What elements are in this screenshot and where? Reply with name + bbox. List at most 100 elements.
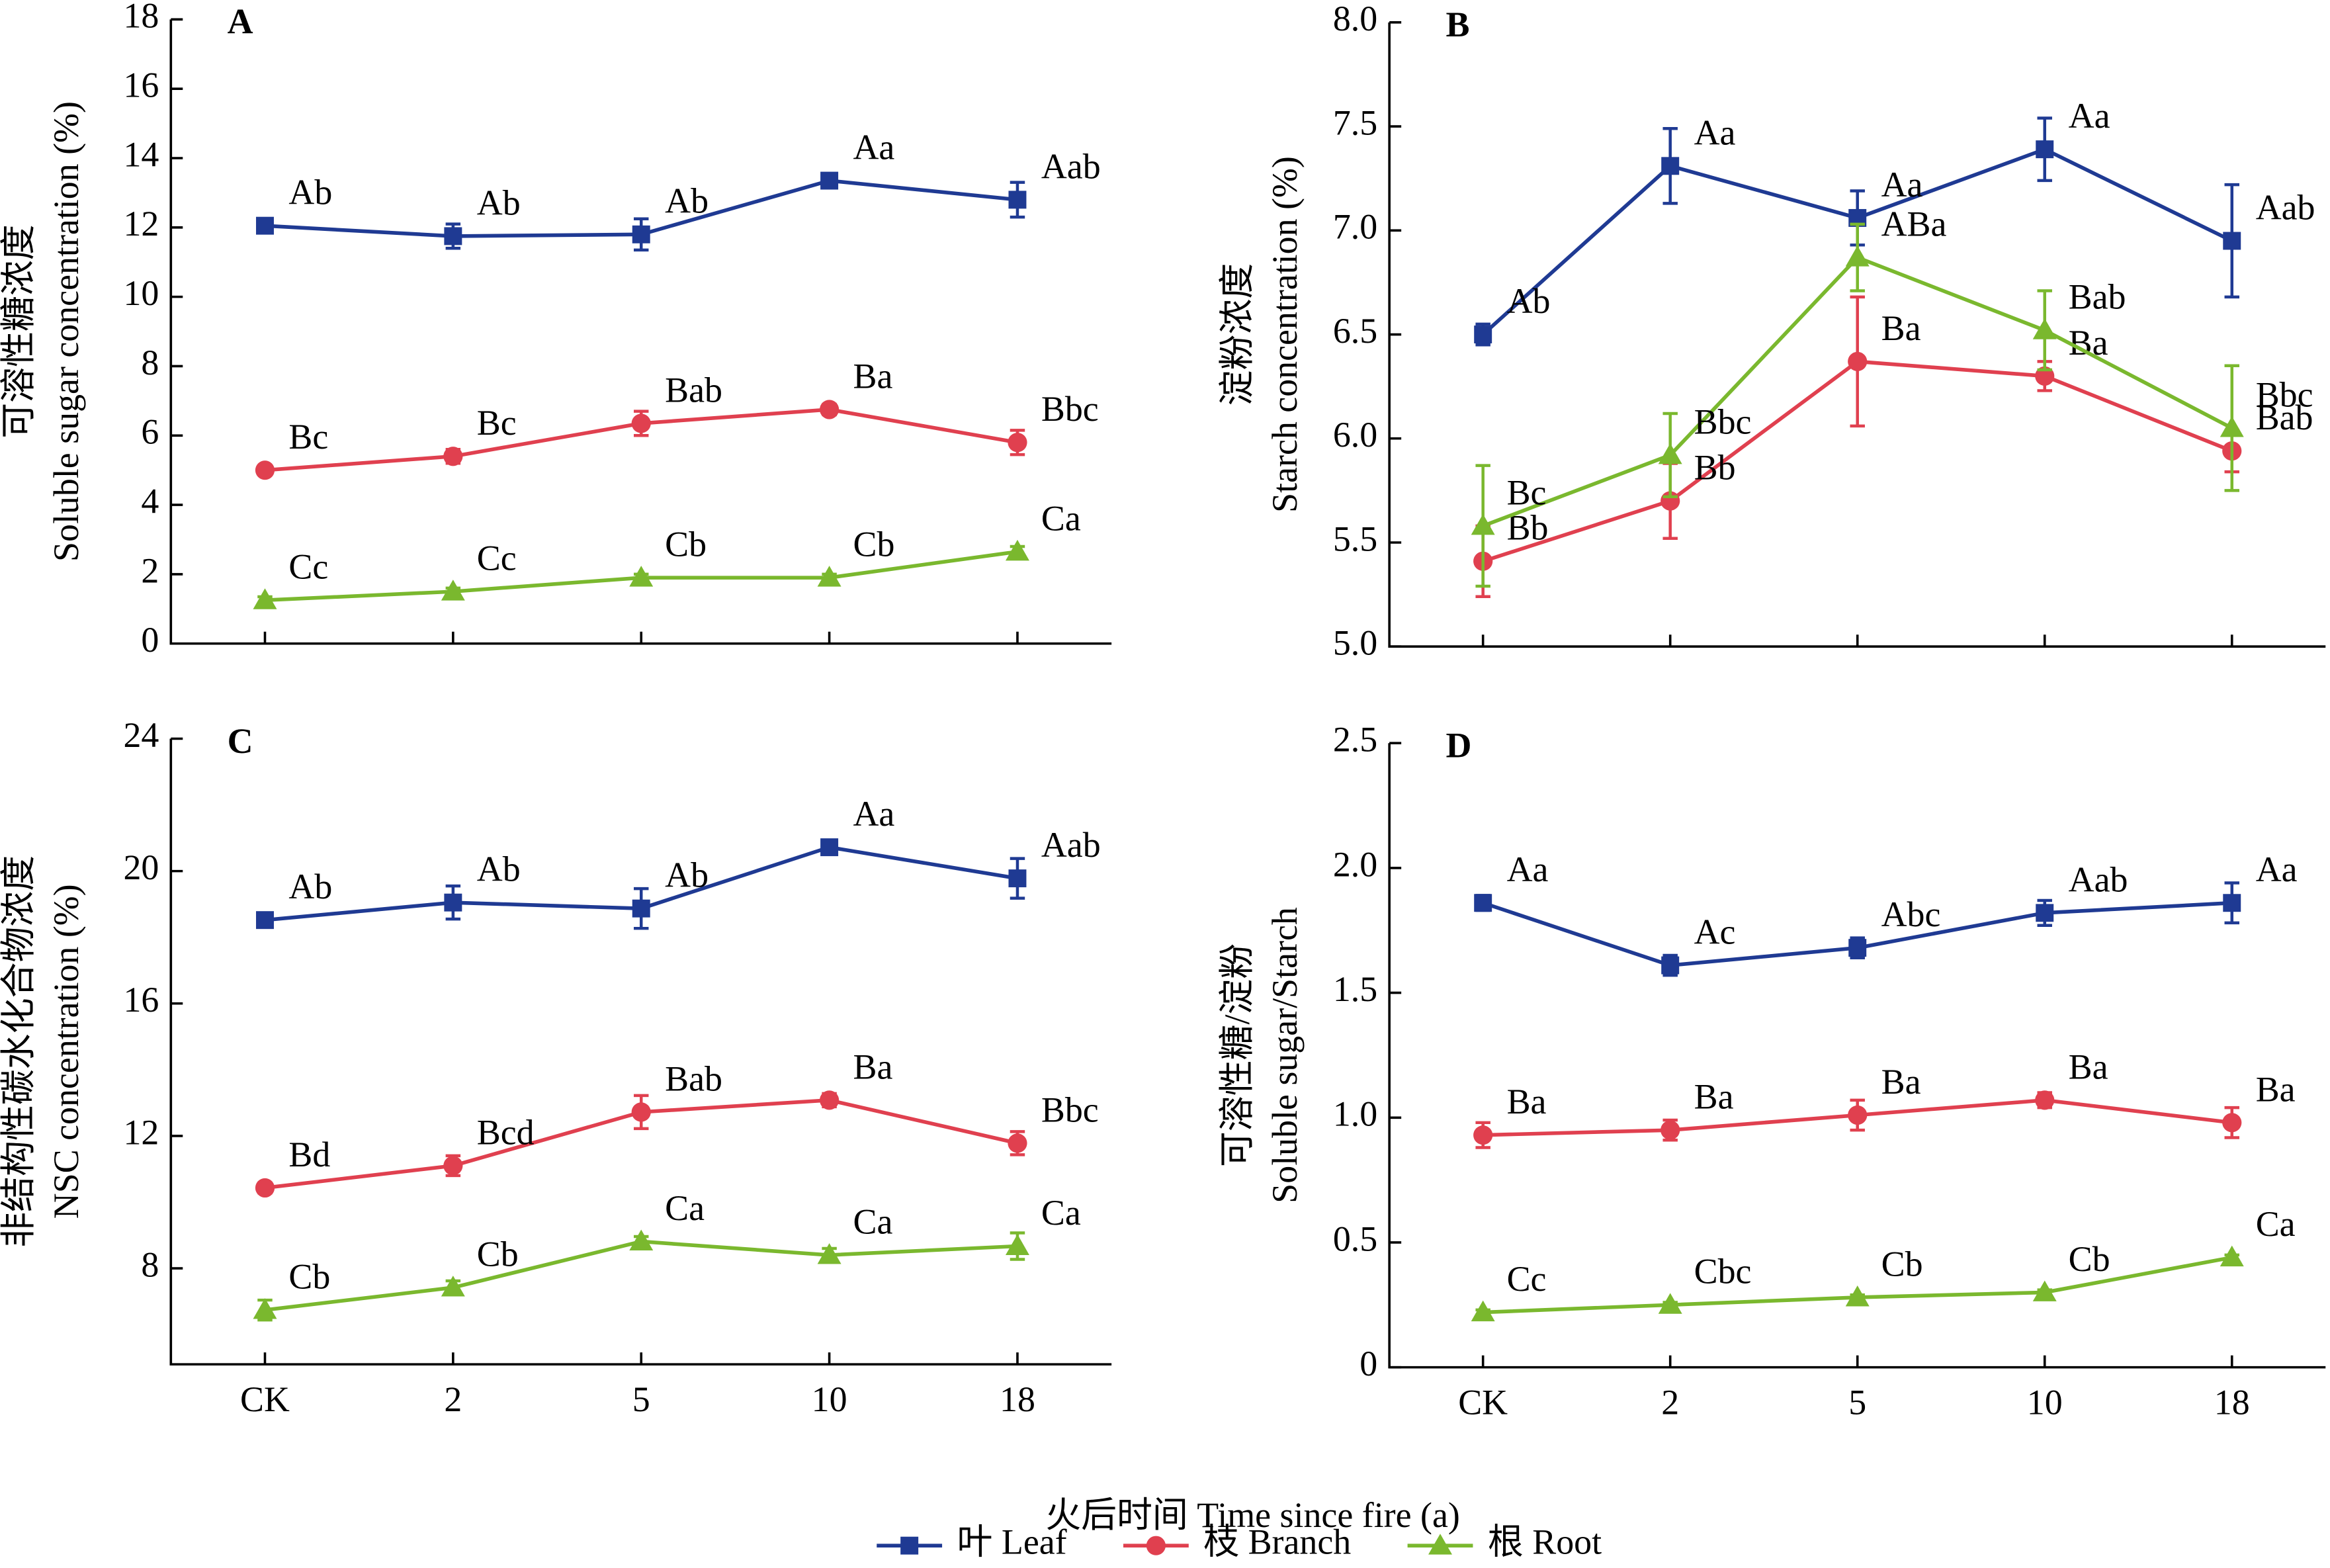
panel-label: A: [228, 2, 253, 42]
letter-label: Aab: [2256, 187, 2315, 227]
y-tick-label: 6.0: [1333, 415, 1377, 455]
marker: [632, 899, 650, 918]
marker: [1005, 539, 1029, 561]
y-tick-label: 16: [123, 980, 159, 1020]
x-tick-label: CK: [240, 1379, 290, 1419]
y-tick-label: 12: [123, 1112, 159, 1152]
y-tick-label: 20: [123, 848, 159, 887]
marker: [2222, 1113, 2242, 1133]
letter-label: Cb: [288, 1257, 330, 1297]
marker: [1473, 1125, 1493, 1145]
letter-label: Ca: [853, 1201, 893, 1241]
marker: [629, 566, 654, 587]
letter-label: Ab: [665, 181, 709, 221]
letter-label: Ba: [2256, 1069, 2296, 1109]
marker: [1474, 326, 1492, 344]
y-tick-label: 6.5: [1333, 311, 1377, 351]
marker: [444, 893, 462, 912]
letter-label: Cb: [1881, 1244, 1923, 1284]
marker: [1658, 1293, 1682, 1314]
marker: [1471, 513, 1495, 535]
marker: [1661, 1120, 1680, 1140]
letter-label: Ba: [1881, 1062, 1921, 1102]
y-tick-label: 16: [123, 65, 159, 105]
letter-label: Bcd: [477, 1112, 535, 1152]
marker: [1848, 1105, 1868, 1125]
marker: [631, 1102, 651, 1122]
x-tick-label: 10: [2027, 1382, 2063, 1422]
letter-label: Bc: [477, 403, 517, 443]
letter-label: Bab: [665, 1059, 722, 1098]
marker: [253, 1298, 277, 1319]
marker: [1008, 191, 1027, 209]
marker: [443, 1156, 463, 1176]
marker: [1848, 351, 1868, 372]
y-axis-label: 可溶性糖/淀粉: [1217, 943, 1257, 1167]
marker: [1661, 956, 1680, 975]
marker: [1146, 1536, 1166, 1555]
letter-label: Bab: [665, 370, 722, 410]
axis-line: [1388, 22, 2326, 648]
y-axis-label: 可溶性糖浓度: [0, 224, 38, 438]
marker: [819, 1090, 840, 1110]
x-tick-label: CK: [1458, 1382, 1508, 1422]
marker: [1428, 1534, 1452, 1555]
y-tick-label: 2: [141, 550, 159, 590]
legend-label: 叶 Leaf: [957, 1522, 1067, 1562]
x-tick-label: 5: [632, 1379, 650, 1419]
letter-label: Cb: [853, 525, 895, 564]
letter-label: Ca: [1041, 1193, 1081, 1233]
letter-label: Ba: [2069, 323, 2108, 363]
marker: [1005, 1234, 1029, 1255]
y-tick-label: 8: [141, 1244, 159, 1284]
letter-label: Ba: [1881, 308, 1921, 348]
panel-label: B: [1446, 5, 1470, 44]
letter-label: Ab: [665, 855, 709, 895]
x-tick-label: 18: [2214, 1382, 2250, 1422]
letter-label: Bc: [1507, 472, 1547, 512]
marker: [2223, 232, 2241, 250]
y-tick-label: 5.0: [1333, 623, 1377, 663]
letter-label: Cbc: [1694, 1252, 1752, 1291]
letter-label: Bb: [1694, 448, 1736, 488]
marker: [2032, 1280, 2057, 1301]
panel-label: C: [228, 721, 253, 761]
y-tick-label: 6: [141, 412, 159, 452]
letter-label: Ac: [1694, 912, 1736, 952]
marker: [441, 1276, 465, 1297]
y-tick-label: 2.0: [1333, 844, 1377, 884]
marker: [256, 216, 274, 235]
marker: [820, 838, 839, 857]
marker: [444, 227, 462, 245]
marker: [1661, 157, 1680, 175]
marker: [1474, 894, 1492, 912]
letter-label: Aa: [853, 794, 895, 834]
marker: [2223, 894, 2241, 912]
marker: [253, 588, 277, 609]
legend-label: 根 Root: [1488, 1522, 1602, 1562]
y-tick-label: 24: [123, 715, 159, 755]
marker: [443, 447, 463, 466]
marker: [2032, 318, 2057, 339]
y-tick-label: 5.5: [1333, 519, 1377, 558]
marker: [2220, 1245, 2244, 1267]
letter-label: Bbc: [1041, 389, 1099, 429]
y-tick-label: 10: [123, 273, 159, 313]
panel-label: D: [1446, 726, 1472, 765]
axis-line: [169, 738, 1112, 1366]
marker: [255, 460, 275, 480]
letter-label: Ab: [288, 867, 332, 906]
letter-label: Ba: [853, 356, 893, 396]
marker: [820, 171, 839, 190]
marker: [2220, 416, 2244, 437]
axis-line: [1388, 743, 2326, 1369]
y-tick-label: 1.0: [1333, 1094, 1377, 1134]
letter-label: Bbc: [1694, 402, 1752, 441]
letter-label: Ab: [477, 849, 521, 889]
letter-label: Abc: [1881, 894, 1941, 934]
marker: [817, 1243, 841, 1264]
letter-label: Cc: [1507, 1259, 1547, 1299]
x-axis-label: 火后时间 Time since fire (a): [1045, 1495, 1460, 1535]
marker: [631, 414, 651, 433]
letter-label: Ba: [2069, 1047, 2108, 1086]
